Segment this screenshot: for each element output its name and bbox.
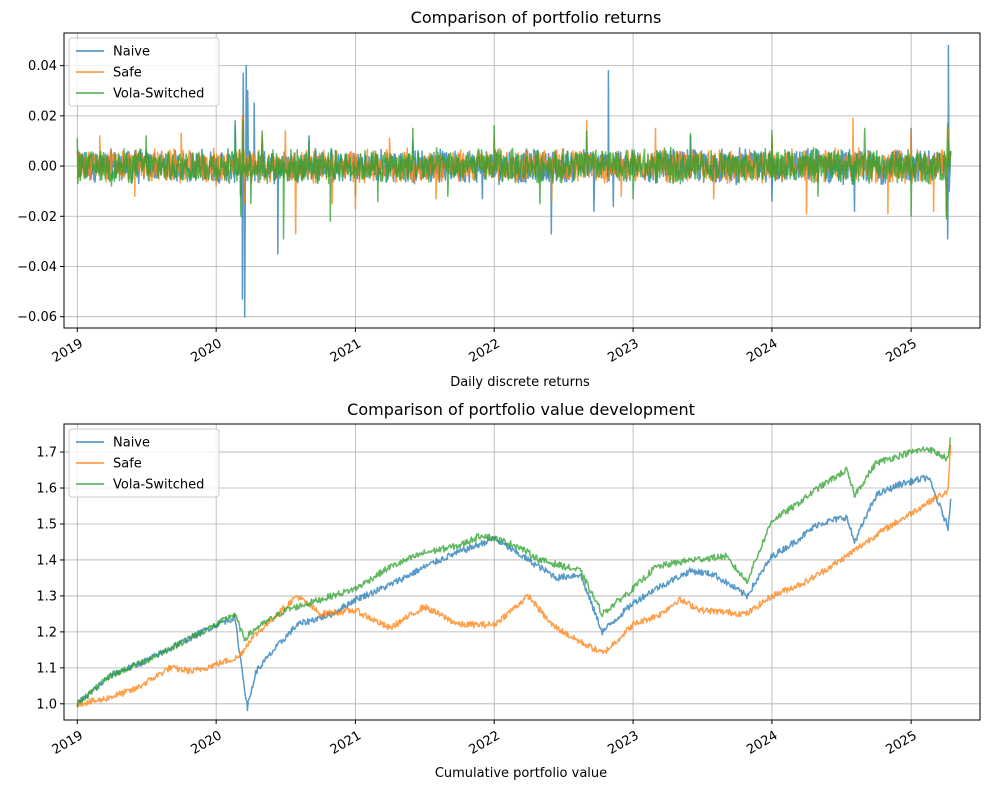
series-line-vola-switched [76,120,952,240]
y-tick-label: 1.2 [36,625,57,640]
y-tick-label: 0.00 [28,160,57,175]
legend-label-naive: Naive [113,436,150,451]
value-x-axis-label: Cumulative portfolio value [435,766,607,781]
series-line-naive [76,474,952,712]
y-tick-label: 1.3 [36,589,57,604]
series-line-safe [76,444,952,708]
value-chart-title: Comparison of portfolio value developmen… [347,400,695,419]
legend-label-safe: Safe [113,457,142,472]
legend-label-naive: Naive [113,45,150,60]
y-tick-label: −0.02 [17,210,57,225]
series-line-safe [76,115,952,235]
legend-label-safe: Safe [113,66,142,81]
value-plot-frame [63,423,981,721]
legend-box [68,428,220,498]
returns-chart-title: Comparison of portfolio returns [411,8,662,27]
legend-label-vola-switched: Vola-Switched [113,478,204,493]
legend-label-vola-switched: Vola-Switched [113,87,204,102]
y-tick-label: 1.0 [36,697,57,712]
returns-legend: Naive Safe Vola-Switched [68,37,220,107]
y-tick-label: 1.1 [36,661,57,676]
series-line-vola-switched [76,436,952,707]
y-tick-label: 1.6 [36,482,57,497]
y-tick-label: −0.06 [17,310,57,325]
y-tick-label: −0.04 [17,260,57,275]
y-tick-label: 0.02 [28,109,57,124]
returns-x-axis-label: Daily discrete returns [450,375,590,390]
y-tick-label: 1.4 [36,553,57,568]
value-legend: Naive Safe Vola-Switched [68,428,220,498]
legend-box [68,37,220,107]
y-tick-label: 1.5 [36,517,57,532]
y-tick-label: 1.7 [36,446,57,461]
returns-plot-frame [63,32,981,329]
y-tick-label: 0.04 [28,59,57,74]
